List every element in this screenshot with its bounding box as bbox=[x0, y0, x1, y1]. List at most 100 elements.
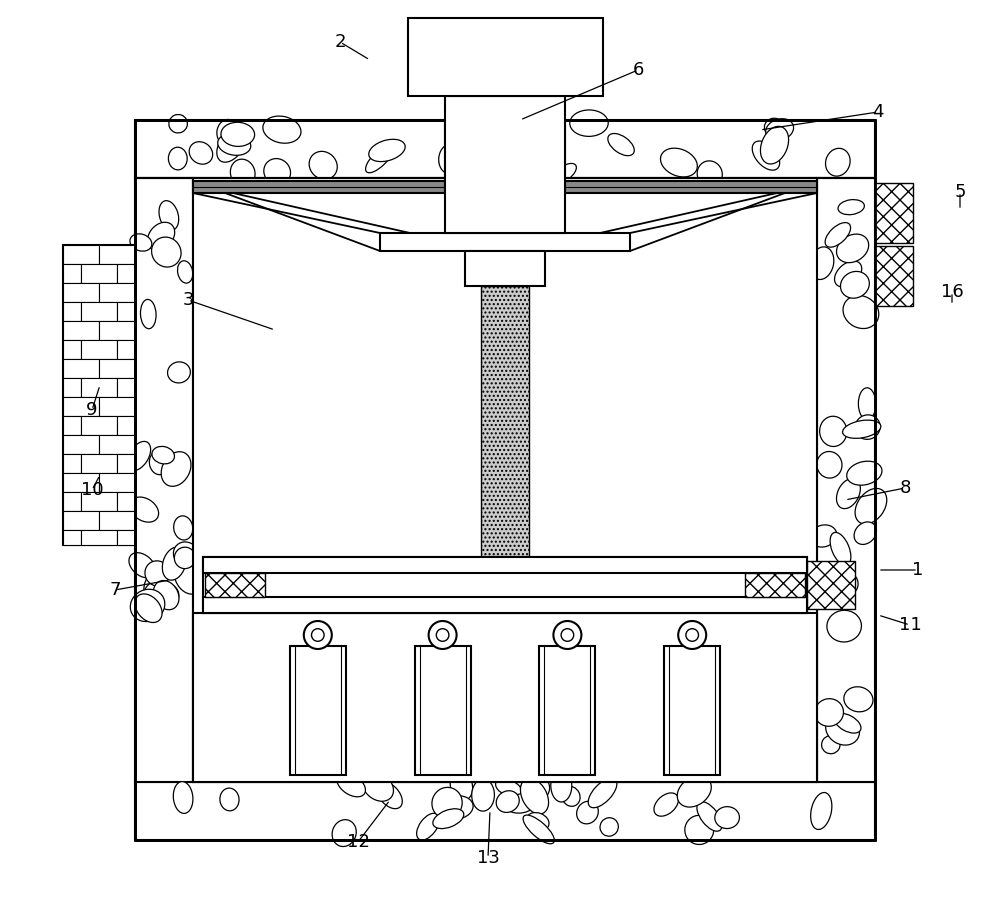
Ellipse shape bbox=[178, 261, 193, 283]
Ellipse shape bbox=[496, 779, 522, 797]
Ellipse shape bbox=[577, 801, 598, 824]
Ellipse shape bbox=[677, 775, 711, 807]
Ellipse shape bbox=[608, 134, 634, 156]
Bar bbox=[63, 454, 81, 473]
Ellipse shape bbox=[168, 362, 190, 383]
Bar bbox=[205, 573, 265, 597]
Bar bbox=[445, 96, 565, 233]
Ellipse shape bbox=[173, 782, 193, 813]
Ellipse shape bbox=[450, 771, 473, 800]
Ellipse shape bbox=[834, 572, 858, 596]
Ellipse shape bbox=[369, 139, 405, 161]
Text: 13: 13 bbox=[477, 849, 499, 867]
Bar bbox=[117, 492, 135, 511]
Ellipse shape bbox=[752, 141, 780, 170]
Circle shape bbox=[561, 629, 574, 641]
Ellipse shape bbox=[309, 151, 337, 180]
Ellipse shape bbox=[159, 201, 179, 230]
Ellipse shape bbox=[847, 461, 882, 485]
Bar bbox=[117, 340, 135, 359]
Ellipse shape bbox=[855, 414, 880, 439]
Bar bbox=[203, 597, 807, 613]
Bar bbox=[63, 511, 99, 530]
Circle shape bbox=[678, 621, 706, 649]
Ellipse shape bbox=[362, 772, 393, 801]
Ellipse shape bbox=[174, 516, 193, 540]
Bar bbox=[99, 359, 135, 378]
Ellipse shape bbox=[129, 553, 156, 577]
Ellipse shape bbox=[152, 237, 181, 267]
Ellipse shape bbox=[337, 773, 365, 797]
Ellipse shape bbox=[472, 779, 494, 811]
Ellipse shape bbox=[514, 143, 545, 172]
Bar bbox=[117, 378, 135, 397]
Ellipse shape bbox=[570, 110, 608, 136]
Bar bbox=[63, 321, 99, 340]
Bar bbox=[135, 178, 193, 782]
Ellipse shape bbox=[685, 815, 714, 845]
Text: 10: 10 bbox=[81, 481, 103, 499]
Ellipse shape bbox=[835, 261, 862, 287]
Bar bbox=[117, 530, 135, 545]
Bar bbox=[408, 18, 602, 96]
Bar bbox=[63, 416, 81, 435]
Bar bbox=[193, 613, 817, 782]
Bar bbox=[63, 359, 99, 378]
Ellipse shape bbox=[810, 525, 837, 547]
Ellipse shape bbox=[169, 114, 187, 133]
Bar bbox=[117, 454, 135, 473]
Bar bbox=[135, 782, 875, 840]
Bar bbox=[81, 416, 117, 435]
Ellipse shape bbox=[174, 547, 196, 568]
Text: 1: 1 bbox=[912, 561, 924, 579]
Bar bbox=[63, 397, 99, 416]
Ellipse shape bbox=[550, 163, 576, 185]
Ellipse shape bbox=[162, 547, 186, 580]
Text: 11: 11 bbox=[899, 616, 921, 634]
Text: 3: 3 bbox=[182, 291, 194, 309]
Bar bbox=[63, 530, 81, 545]
Text: 2: 2 bbox=[334, 33, 346, 51]
Ellipse shape bbox=[760, 126, 789, 164]
Ellipse shape bbox=[715, 807, 739, 829]
Ellipse shape bbox=[147, 222, 175, 251]
Ellipse shape bbox=[844, 687, 873, 712]
Circle shape bbox=[436, 629, 449, 641]
Ellipse shape bbox=[366, 146, 393, 173]
Bar bbox=[203, 557, 807, 613]
Bar bbox=[63, 340, 81, 359]
Ellipse shape bbox=[161, 451, 191, 486]
Bar bbox=[664, 646, 720, 775]
Ellipse shape bbox=[264, 158, 291, 185]
Text: 16: 16 bbox=[941, 283, 963, 301]
Ellipse shape bbox=[810, 247, 834, 279]
Text: 7: 7 bbox=[109, 581, 121, 599]
Ellipse shape bbox=[217, 120, 238, 145]
Ellipse shape bbox=[811, 792, 832, 830]
Bar bbox=[415, 646, 471, 775]
Ellipse shape bbox=[521, 775, 550, 802]
Bar bbox=[135, 120, 875, 178]
Text: 8: 8 bbox=[899, 479, 911, 497]
Bar bbox=[807, 561, 855, 609]
Bar bbox=[117, 416, 135, 435]
Ellipse shape bbox=[843, 420, 881, 438]
Ellipse shape bbox=[135, 594, 162, 623]
Ellipse shape bbox=[189, 142, 213, 164]
Bar bbox=[745, 573, 805, 597]
Bar bbox=[481, 286, 529, 562]
Ellipse shape bbox=[130, 234, 152, 251]
Ellipse shape bbox=[496, 791, 519, 812]
Bar bbox=[63, 473, 99, 492]
Text: 9: 9 bbox=[86, 401, 98, 419]
Ellipse shape bbox=[836, 479, 860, 508]
Ellipse shape bbox=[168, 147, 187, 169]
Bar bbox=[81, 302, 117, 321]
Bar bbox=[99, 511, 135, 530]
Bar bbox=[63, 435, 99, 454]
Ellipse shape bbox=[817, 451, 842, 478]
Bar bbox=[99, 435, 135, 454]
Bar bbox=[565, 181, 817, 193]
Circle shape bbox=[304, 621, 332, 649]
Ellipse shape bbox=[152, 447, 174, 464]
